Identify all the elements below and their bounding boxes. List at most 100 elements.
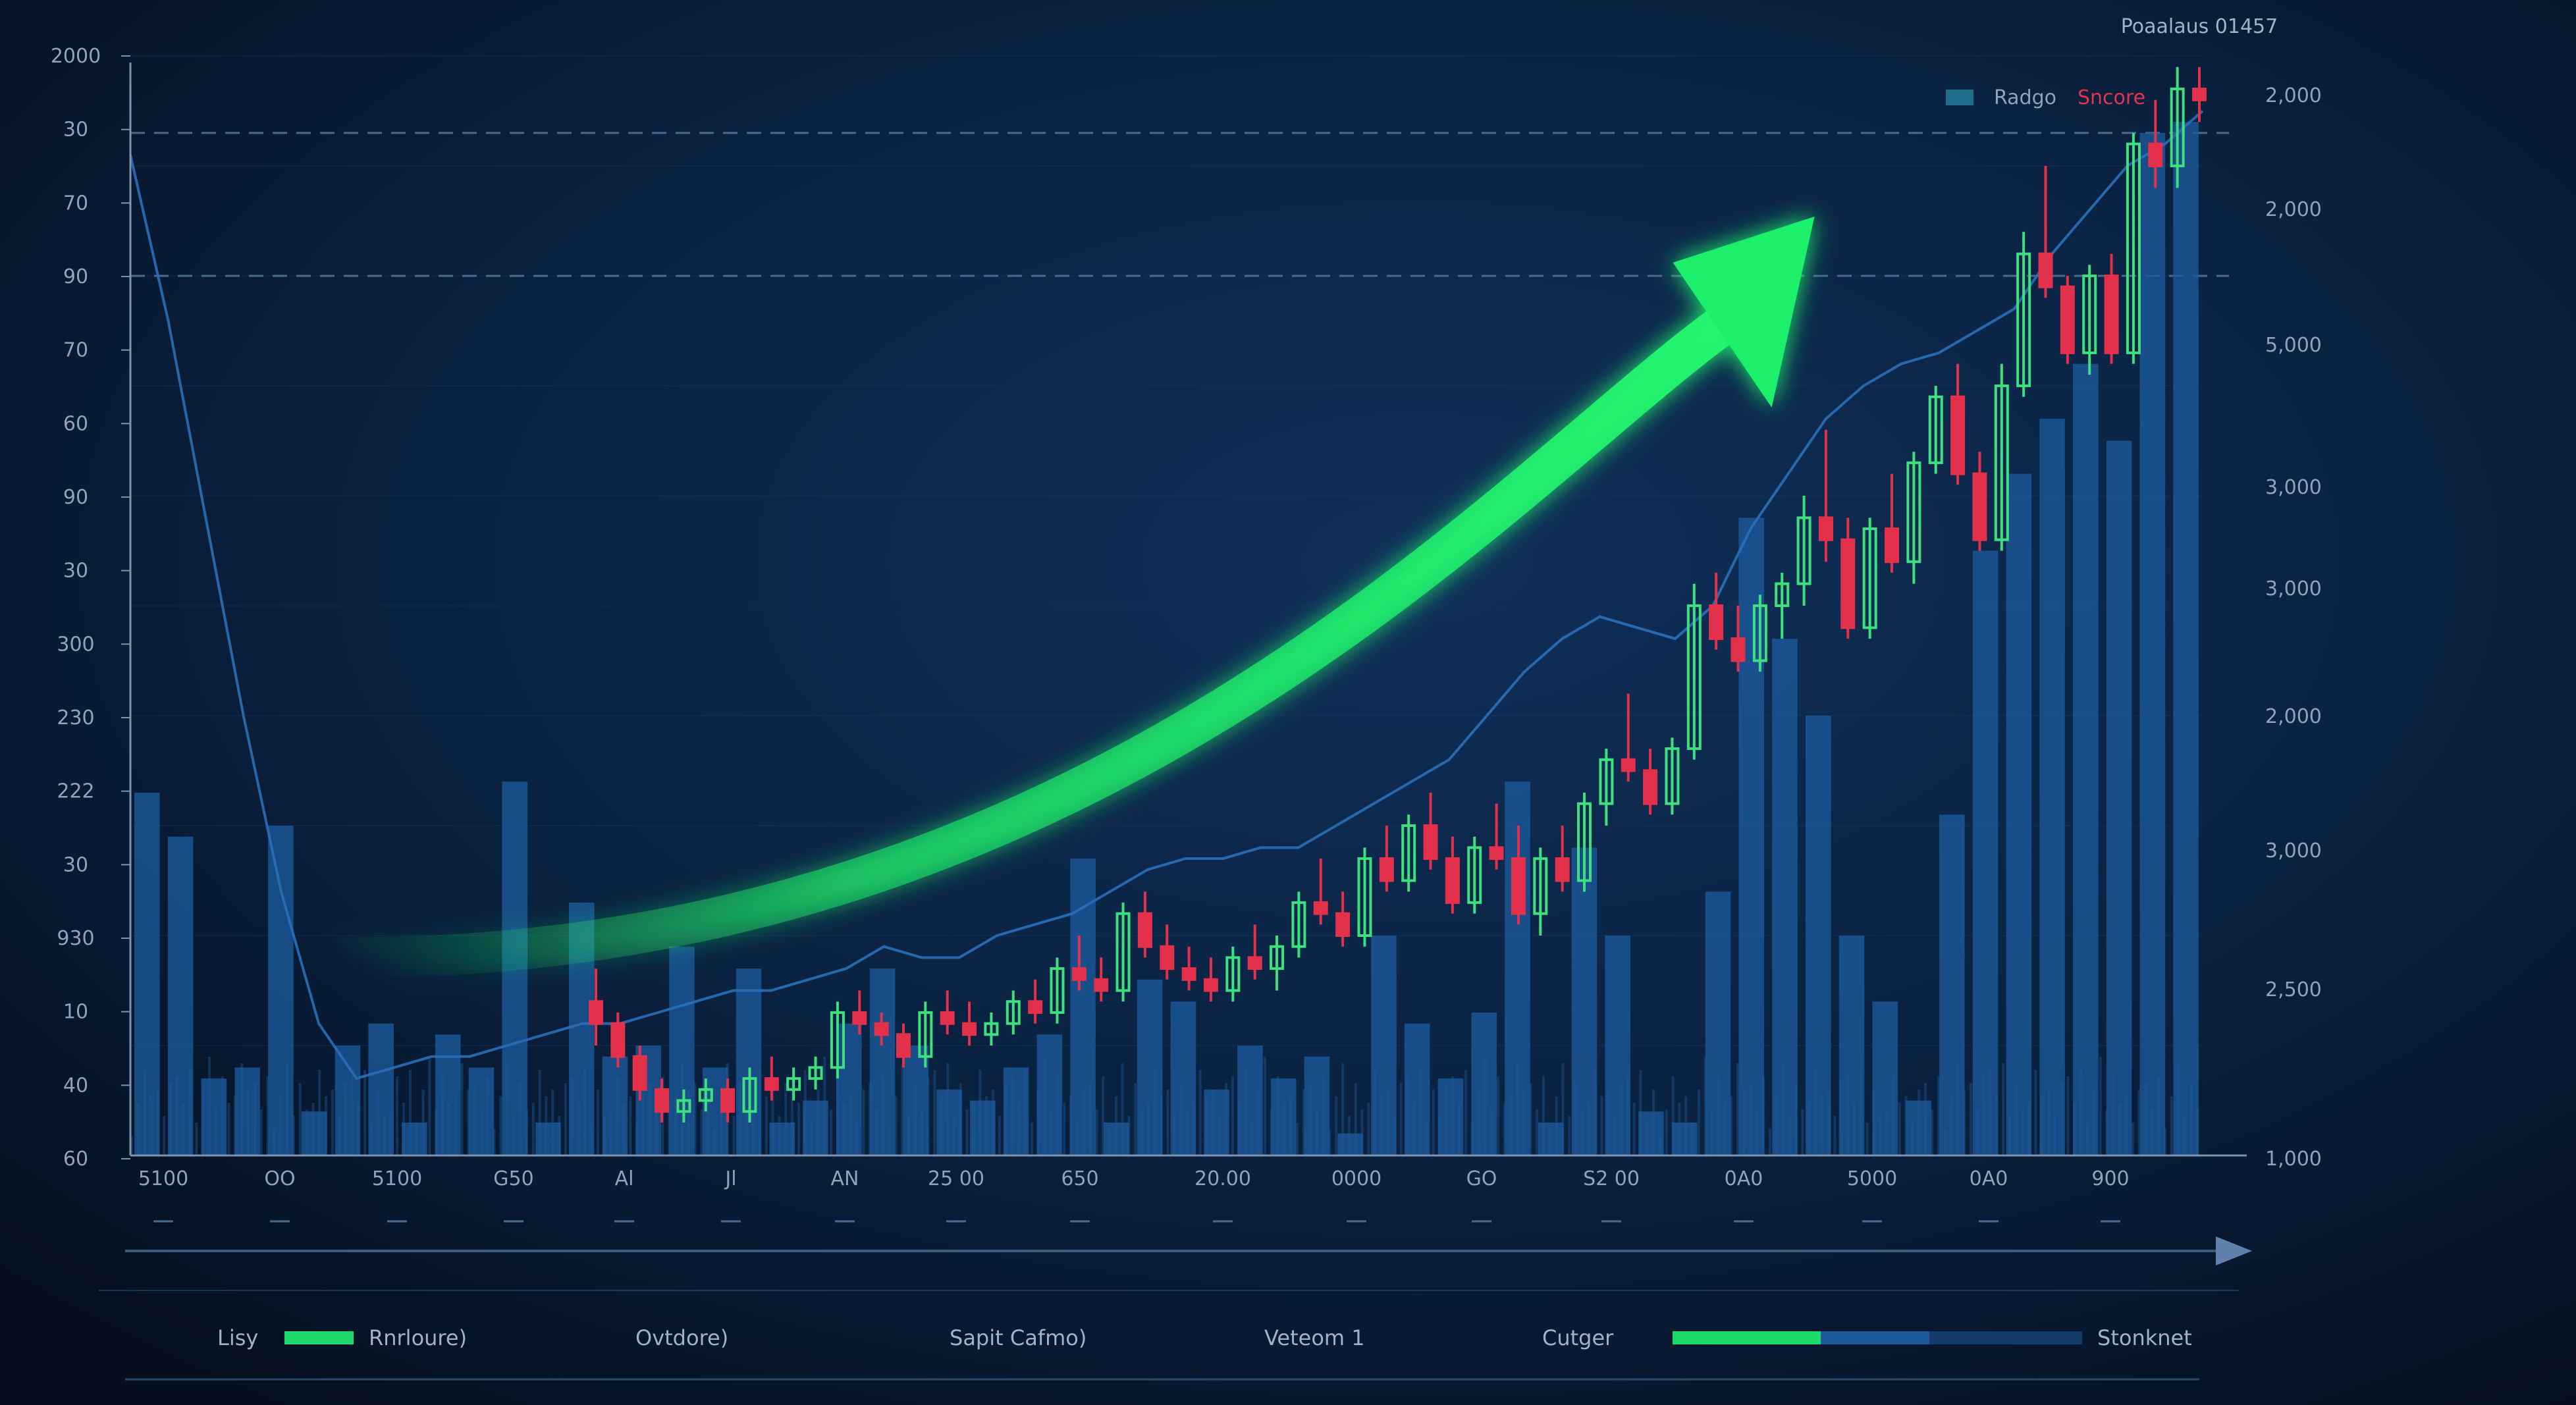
- candlestick: [1796, 496, 1811, 606]
- candlestick: [1775, 572, 1790, 639]
- footer-progress-dark: [1929, 1331, 2082, 1344]
- candlesticks: [589, 66, 2207, 1123]
- left-axis-tick-label: 70: [63, 339, 88, 362]
- candlestick: [1225, 946, 1241, 1002]
- volume-noise-bar: [1671, 1076, 1675, 1155]
- footer-item-3: Ovtdore): [635, 1325, 728, 1350]
- x-axis-tick-label: 0000: [1331, 1167, 1382, 1190]
- candle-body: [1445, 857, 1460, 904]
- candlestick: [764, 1056, 779, 1101]
- volume-noise-bar: [2002, 1063, 2005, 1155]
- volume-bars: [130, 122, 2199, 1156]
- volume-noise-bar: [2066, 1076, 2070, 1155]
- candle-body: [655, 1088, 670, 1113]
- volume-noise-bar: [1632, 1103, 1636, 1155]
- candlestick: [1313, 859, 1328, 925]
- chart-header: Poaalaus 01457: [2121, 15, 2278, 38]
- right-axis-tick-label: 2,500: [2265, 978, 2322, 1001]
- volume-noise-bar: [467, 1090, 470, 1155]
- volume-noise-bar: [1264, 1057, 1267, 1155]
- candlestick: [632, 1046, 647, 1101]
- x-axis-tick-label: S2 00: [1583, 1167, 1640, 1190]
- volume-bar: [1003, 1067, 1029, 1155]
- volume-noise-bar: [1335, 1096, 1338, 1155]
- left-axis-tick-label: 30: [63, 119, 88, 142]
- candle-body: [2060, 285, 2075, 354]
- volume-bar: [335, 1046, 361, 1155]
- volume-bar: [1404, 1023, 1430, 1155]
- left-axis-tick-label: 90: [63, 265, 88, 288]
- volume-bar: [1437, 1078, 1464, 1155]
- candlestick: [1028, 979, 1043, 1024]
- candle-body: [2038, 252, 2053, 288]
- volume-bar: [1337, 1133, 1363, 1155]
- candle-body: [1599, 758, 1614, 805]
- candle-body: [2016, 252, 2031, 387]
- candlestick: [1599, 749, 1614, 826]
- volume-noise-bar: [1063, 1103, 1066, 1155]
- candlestick: [1115, 902, 1131, 1002]
- volume-noise-bar: [700, 1109, 703, 1155]
- candle-body: [1181, 967, 1196, 981]
- volume-noise-bar: [894, 1096, 898, 1155]
- volume-noise-bar: [732, 1116, 736, 1155]
- volume-noise-bar: [1134, 1083, 1137, 1155]
- candle-body: [808, 1066, 823, 1080]
- volume-noise-bar: [130, 1136, 133, 1155]
- volume-noise-bar: [1736, 1063, 1739, 1155]
- right-axis-tick-label: 5,000: [2265, 334, 2322, 357]
- candlestick: [1335, 891, 1351, 947]
- candle-body: [1621, 758, 1636, 772]
- footer-item-2: Rnrloure): [369, 1325, 467, 1350]
- candle-body: [1335, 912, 1351, 937]
- candlestick: [655, 1078, 670, 1123]
- legend: Radgo Sncore: [1946, 86, 2145, 109]
- volume-noise-bar: [1697, 1090, 1700, 1155]
- candle-body: [1423, 824, 1438, 861]
- volume-noise-bar: [266, 1076, 269, 1155]
- left-axis-tick-label: 930: [57, 927, 94, 950]
- volume-bar: [1538, 1122, 1564, 1155]
- candlestick: [1160, 924, 1175, 980]
- candle-body: [1006, 1000, 1021, 1025]
- right-axis-tick-label: 2,000: [2265, 84, 2322, 107]
- candle-body: [742, 1077, 757, 1113]
- x-axis-tick-label: 5100: [372, 1167, 422, 1190]
- candle-body: [1840, 538, 1856, 629]
- candlestick: [1006, 990, 1021, 1035]
- candlestick: [786, 1067, 801, 1101]
- candle-body: [1950, 395, 1966, 475]
- left-axis-tick-label: 300: [57, 633, 94, 656]
- volume-noise-bar: [499, 1096, 502, 1155]
- axes: [129, 63, 2247, 1157]
- candle-body: [1050, 967, 1065, 1014]
- legend-label-sncore: Sncore: [2078, 86, 2145, 109]
- volume-noise-bar: [1833, 1116, 1837, 1155]
- x-axis-tick-label: GO: [1466, 1167, 1497, 1190]
- candlestick: [1621, 693, 1636, 782]
- volume-noise-bar: [1341, 1063, 1345, 1155]
- volume-bar: [1304, 1056, 1330, 1155]
- footer-green-segment-1: [284, 1331, 354, 1344]
- candle-body: [1291, 901, 1306, 948]
- volume-noise-bar: [363, 1070, 367, 1155]
- candle-body: [2148, 142, 2163, 168]
- volume-noise-bar: [259, 1109, 263, 1155]
- volume-bar: [134, 792, 160, 1155]
- volume-noise-bar: [1665, 1109, 1668, 1155]
- candle-body: [1270, 945, 1285, 970]
- legend-label-radgo: Radgo: [1994, 86, 2056, 109]
- timeline-arrow-icon: [2216, 1236, 2252, 1265]
- candlestick: [2148, 99, 2163, 188]
- volume-noise-bar: [227, 1103, 230, 1155]
- volume-noise-bar: [396, 1076, 399, 1155]
- candle-body: [1225, 956, 1241, 992]
- candlestick: [1709, 572, 1724, 650]
- volume-noise-bar: [2099, 1057, 2102, 1155]
- x-axis-tick-label: 5000: [1847, 1167, 1897, 1190]
- volume-bar: [1204, 1089, 1229, 1155]
- volume-noise-bar: [1328, 1129, 1331, 1155]
- candle-body: [632, 1055, 647, 1091]
- right-axis-tick-label: 3,000: [2265, 577, 2322, 600]
- candle-body: [1313, 901, 1328, 915]
